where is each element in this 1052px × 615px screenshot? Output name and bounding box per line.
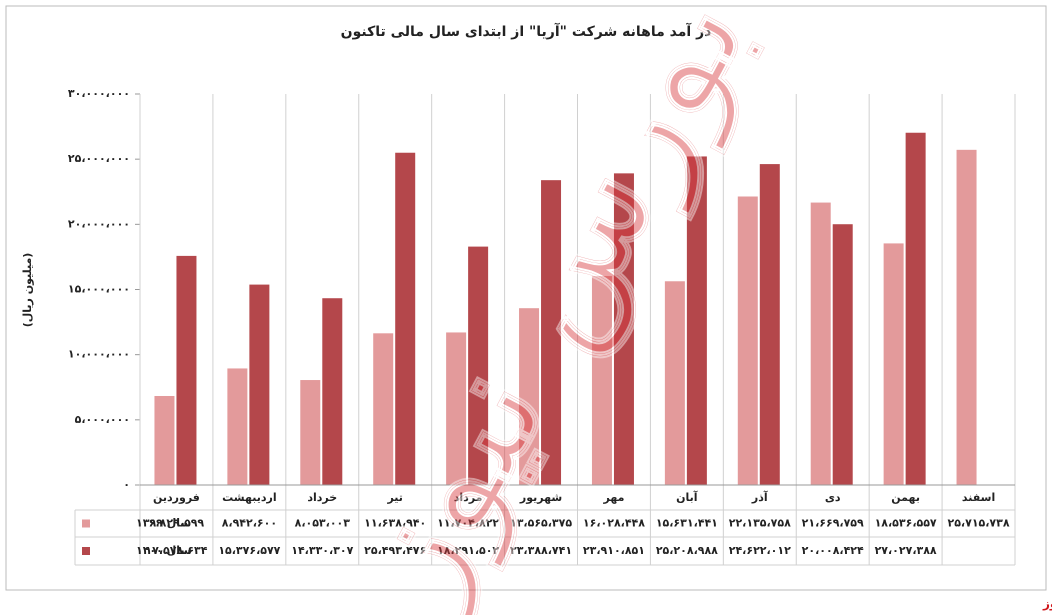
x-tick-label: فروردین xyxy=(153,491,200,504)
x-tick-label: خرداد xyxy=(307,491,337,504)
x-tick-label: تیر xyxy=(386,491,402,504)
bar xyxy=(249,284,270,485)
y-tick-label: ۲۵،۰۰۰،۰۰۰ xyxy=(68,152,130,165)
table-value: ۱۸،۲۹۱،۵۰۲ xyxy=(437,544,499,557)
x-tick-label: شهریور xyxy=(519,491,562,504)
table-value: ۱۱،۶۳۸،۹۴۰ xyxy=(364,517,426,530)
table-value: ۲۵،۴۹۳،۴۷۶ xyxy=(364,544,426,557)
table-value: ۱۵،۳۷۶،۵۷۷ xyxy=(218,544,280,557)
x-tick-label: مرداد xyxy=(454,491,483,504)
source: بورس نیوز xyxy=(1042,597,1052,612)
bar xyxy=(395,152,416,485)
y-tick-label: ۵،۰۰۰،۰۰۰ xyxy=(75,413,130,426)
table-value: ۱۳،۵۶۵،۳۷۵ xyxy=(510,517,572,530)
bar xyxy=(446,332,467,485)
table-value: ۲۵،۷۱۵،۷۳۸ xyxy=(948,517,1010,530)
bar xyxy=(541,180,562,485)
y-tick-label: ۱۰،۰۰۰،۰۰۰ xyxy=(68,348,130,361)
table-value: ۲۳،۳۸۸،۷۴۱ xyxy=(510,544,572,557)
bar xyxy=(686,156,707,485)
bar xyxy=(759,164,780,485)
x-tick-label: اردیبهشت xyxy=(222,491,276,504)
x-tick-label: اسفند xyxy=(962,491,995,504)
legend-swatch xyxy=(82,519,90,528)
y-tick-label: ۳۰،۰۰۰،۰۰۰ xyxy=(68,87,130,100)
table-value: ۲۵،۲۰۸،۹۸۸ xyxy=(656,544,718,557)
chart-title: در آمد ماهانه شرکت "آریا" از ابتدای سال … xyxy=(341,22,712,40)
table-value: ۶،۸۲۹،۵۹۹ xyxy=(149,517,205,530)
bar xyxy=(664,281,685,485)
table-value: ۸،۹۴۲،۶۰۰ xyxy=(222,517,277,530)
bar xyxy=(737,196,758,485)
bar xyxy=(519,308,540,485)
table-value: ۱۴،۳۳۰،۳۰۷ xyxy=(291,544,353,557)
bar xyxy=(300,380,321,485)
bar xyxy=(322,298,343,485)
x-tick-label: بهمن xyxy=(891,491,920,504)
bar xyxy=(227,368,248,485)
table-value: ۲۲،۱۳۵،۷۵۸ xyxy=(729,517,791,530)
y-axis-label: (میلیون ریال) xyxy=(21,253,34,328)
table-value: ۱۱،۷۰۴،۸۲۲ xyxy=(437,517,499,530)
bar xyxy=(832,224,853,485)
table-value: ۲۴،۶۲۲،۰۱۲ xyxy=(729,544,791,557)
table-value: ۲۳،۹۱۰،۸۵۱ xyxy=(583,544,645,557)
table-value: ۱۵،۶۳۱،۴۴۱ xyxy=(656,517,718,530)
bar xyxy=(176,255,197,485)
y-tick-label: ۲۰،۰۰۰،۰۰۰ xyxy=(68,217,130,230)
table-value: ۱۷،۵۷۸،۶۳۴ xyxy=(145,544,207,557)
table-value: ۲۷،۰۲۷،۳۸۸ xyxy=(875,544,937,557)
y-tick-label: ۱۵،۰۰۰،۰۰۰ xyxy=(68,283,130,296)
legend-label: سال ۱۳۹۹ xyxy=(136,517,191,530)
table-value: ۲۰،۰۰۸،۴۲۴ xyxy=(802,544,864,557)
bar xyxy=(810,202,831,485)
bar xyxy=(468,246,489,485)
bar xyxy=(883,243,904,485)
bar xyxy=(591,276,612,485)
table-value: ۲۱،۶۶۹،۷۵۹ xyxy=(802,517,864,530)
bar xyxy=(956,149,977,486)
bar xyxy=(154,395,175,485)
y-tick-label: ۰ xyxy=(123,478,130,491)
x-tick-label: آذر xyxy=(751,490,768,504)
x-tick-label: دی xyxy=(825,491,841,504)
table-value: ۱۸،۵۳۶،۵۵۷ xyxy=(875,517,937,530)
bar xyxy=(905,132,926,485)
bar xyxy=(613,173,634,485)
bar xyxy=(373,333,394,485)
legend-label: سال ۱۴۰۰ xyxy=(136,544,191,557)
x-tick-label: آبان xyxy=(676,490,698,504)
table-value: ۸،۰۵۳،۰۰۳ xyxy=(295,517,351,530)
legend-swatch xyxy=(82,547,90,555)
x-tick-label: مهر xyxy=(602,491,624,504)
table-value: ۱۶،۰۲۸،۴۴۸ xyxy=(583,517,645,530)
